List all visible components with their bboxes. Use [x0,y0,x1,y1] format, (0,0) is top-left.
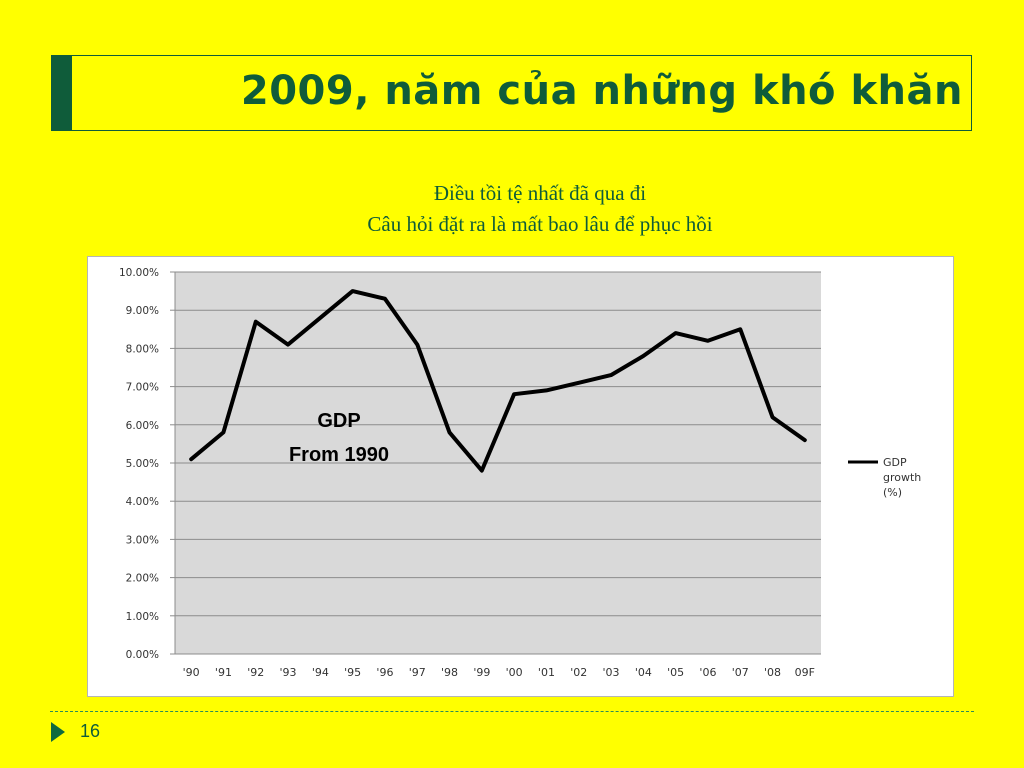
x-tick-label: '99 [473,666,490,679]
x-tick-label: '95 [344,666,361,679]
gdp-line-chart: 0.00% 1.00% 2.00% 3.00% 4.00% 5.00% 6.00% 7.00%… [119,267,921,679]
y-tick-label: 6.00% [126,420,159,432]
x-tick-label: '01 [538,666,555,679]
data-point [674,331,678,335]
x-tick-label: '05 [667,666,684,679]
data-point [286,343,290,347]
data-point [448,430,452,434]
data-point [415,343,419,347]
y-tick-label: 5.00% [126,458,159,470]
data-point [351,289,355,293]
data-point [221,430,225,434]
subtitle-line-1: Điều tồi tệ nhất đã qua đi [433,181,647,205]
annotation-line-2: From 1990 [289,444,389,466]
data-point [189,457,193,461]
title-accent-bar [52,56,72,130]
y-tick-label: 7.00% [126,382,159,394]
annotation-line-1: GDP [317,410,360,432]
legend-label: (%) [883,486,902,499]
x-tick-label: '98 [441,666,458,679]
chart-frame: 0.00% 1.00% 2.00% 3.00% 4.00% 5.00% 6.00% 7.00%… [87,256,954,697]
slide-subtitle: Điều tồi tệ nhất đã qua đi Câu hỏi đặt r… [0,178,1024,240]
data-point [706,339,710,343]
data-point [577,381,581,385]
data-point [544,388,548,392]
data-point [383,297,387,301]
x-tick-label: '07 [732,666,749,679]
x-tick-label: '04 [635,666,652,679]
y-tick-label: 4.00% [126,496,159,508]
y-tick-label: 3.00% [126,534,159,546]
y-tick-label: 10.00% [119,267,159,279]
subtitle-line-2: Câu hỏi đặt ra là mất bao lâu để phục hồ… [367,212,713,236]
y-tick-label: 8.00% [126,343,159,355]
data-point [771,415,775,419]
footer-divider [50,711,974,712]
x-tick-label: '02 [570,666,587,679]
data-point [480,469,484,473]
x-tick-label: 09F [795,666,815,679]
x-tick-label: '96 [376,666,393,679]
data-point [512,392,516,396]
y-tick-label: 0.00% [126,649,159,661]
x-tick-label: '97 [409,666,426,679]
x-tick-label: '90 [183,666,200,679]
data-point [803,438,807,442]
page-number: 16 [80,721,101,741]
x-tick-label: '00 [506,666,523,679]
data-point [318,316,322,320]
data-point [641,354,645,358]
title-box: 2009, năm của những khó khăn [51,55,972,131]
x-tick-label: '03 [603,666,620,679]
play-arrow-icon [51,722,65,742]
data-point [738,327,742,331]
series-line [189,289,807,473]
slide-title: 2009, năm của những khó khăn [240,68,963,114]
x-tick-label: '93 [280,666,297,679]
data-point [254,320,258,324]
x-tick-label: '91 [215,666,232,679]
x-tick-label: '08 [764,666,781,679]
x-tick-label: '06 [699,666,716,679]
x-tick-label: '92 [247,666,264,679]
legend-label: GDP [883,456,907,469]
x-tick-label: '94 [312,666,329,679]
legend-label: growth [883,471,921,484]
y-tick-label: 9.00% [126,305,159,317]
y-tick-label: 1.00% [126,611,159,623]
y-tick-label: 2.00% [126,573,159,585]
data-point [609,373,613,377]
